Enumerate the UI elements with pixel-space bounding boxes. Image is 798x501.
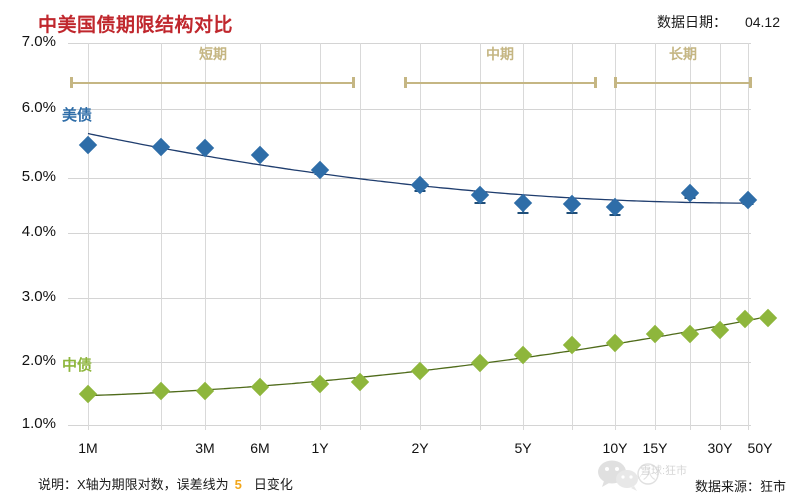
x-axis-tick-label: 1M <box>78 440 98 456</box>
gridline-vertical <box>690 43 691 430</box>
gridline-vertical <box>320 43 321 430</box>
gridline-vertical <box>655 43 656 430</box>
data-date-value: 04.12 <box>744 14 780 30</box>
gridline-vertical <box>260 43 261 430</box>
gridline-vertical <box>615 43 616 430</box>
x-axis-tick-label: 50Y <box>747 440 773 456</box>
data-date: 数据日期： 04.12 <box>657 12 780 32</box>
x-axis-tick-label: 3M <box>195 440 215 456</box>
term-bracket-label-mid: 中期 <box>486 46 514 62</box>
data-point-cn <box>758 308 778 328</box>
gridline-vertical <box>523 43 524 430</box>
gridline-horizontal <box>68 298 751 299</box>
y-axis-tick-label: 7.0% <box>21 33 56 50</box>
svg-text:⁄人: ⁄人 <box>637 467 655 482</box>
error-bar-cap <box>517 212 529 215</box>
gridline-horizontal <box>68 178 751 179</box>
series-label-us: 美债 <box>62 107 93 124</box>
chart-note: 说明：X轴为期限对数，误差线为 5 日变化 <box>38 474 293 493</box>
gridline-horizontal <box>68 362 751 363</box>
gridline-horizontal <box>68 233 751 234</box>
gridline-vertical <box>161 43 162 430</box>
gridline-vertical <box>480 43 481 430</box>
note-prefix: 说明：X轴为期限对数，误差线为 <box>38 477 229 492</box>
x-axis-tick-label: 1Y <box>311 440 329 456</box>
y-axis-tick-label: 2.0% <box>21 352 56 369</box>
gridline-vertical <box>720 43 721 430</box>
trend-line-cn <box>87 315 769 397</box>
x-axis-tick-label: 5Y <box>514 440 532 456</box>
y-axis-tick-label: 1.0% <box>21 415 56 432</box>
plot-area <box>68 43 778 430</box>
gridline-vertical <box>572 43 573 430</box>
term-bracket-label-long: 长期 <box>669 46 697 62</box>
gridline-horizontal <box>68 43 751 44</box>
y-axis-tick-label: 5.0% <box>21 168 56 185</box>
x-axis-tick-label: 10Y <box>602 440 628 456</box>
term-bracket-mid <box>404 77 597 88</box>
gridline-vertical <box>360 43 361 430</box>
y-axis-tick-label: 4.0% <box>21 223 56 240</box>
gridline-vertical <box>748 43 749 430</box>
x-axis-tick-label: 30Y <box>707 440 733 456</box>
note-suffix: 日变化 <box>253 477 293 492</box>
term-bracket-short <box>70 77 355 88</box>
data-source: 数据来源：狂市 <box>694 479 786 494</box>
note-highlight-value: 5 <box>234 477 242 492</box>
data-date-label: 数据日期： <box>656 14 727 30</box>
trend-lines <box>87 132 769 397</box>
gridline-vertical <box>205 43 206 430</box>
gridline-vertical <box>420 43 421 430</box>
term-bracket-long <box>614 77 752 88</box>
watermark-label: 雪球:狂市 <box>640 465 688 477</box>
x-axis-tick-label: 6M <box>250 440 270 456</box>
x-axis-tick-label: 15Y <box>642 440 668 456</box>
y-axis-tick-label: 6.0% <box>21 99 56 116</box>
gridline-horizontal <box>68 425 751 426</box>
term-bracket-label-short: 短期 <box>199 46 227 62</box>
series-label-cn: 中债 <box>62 357 93 374</box>
page-title: 中美国债期限结构对比 <box>38 15 234 36</box>
gridline-vertical <box>88 43 89 430</box>
y-axis-tick-label: 3.0% <box>21 288 56 305</box>
gridline-horizontal <box>68 109 751 110</box>
x-axis-tick-label: 2Y <box>411 440 429 456</box>
